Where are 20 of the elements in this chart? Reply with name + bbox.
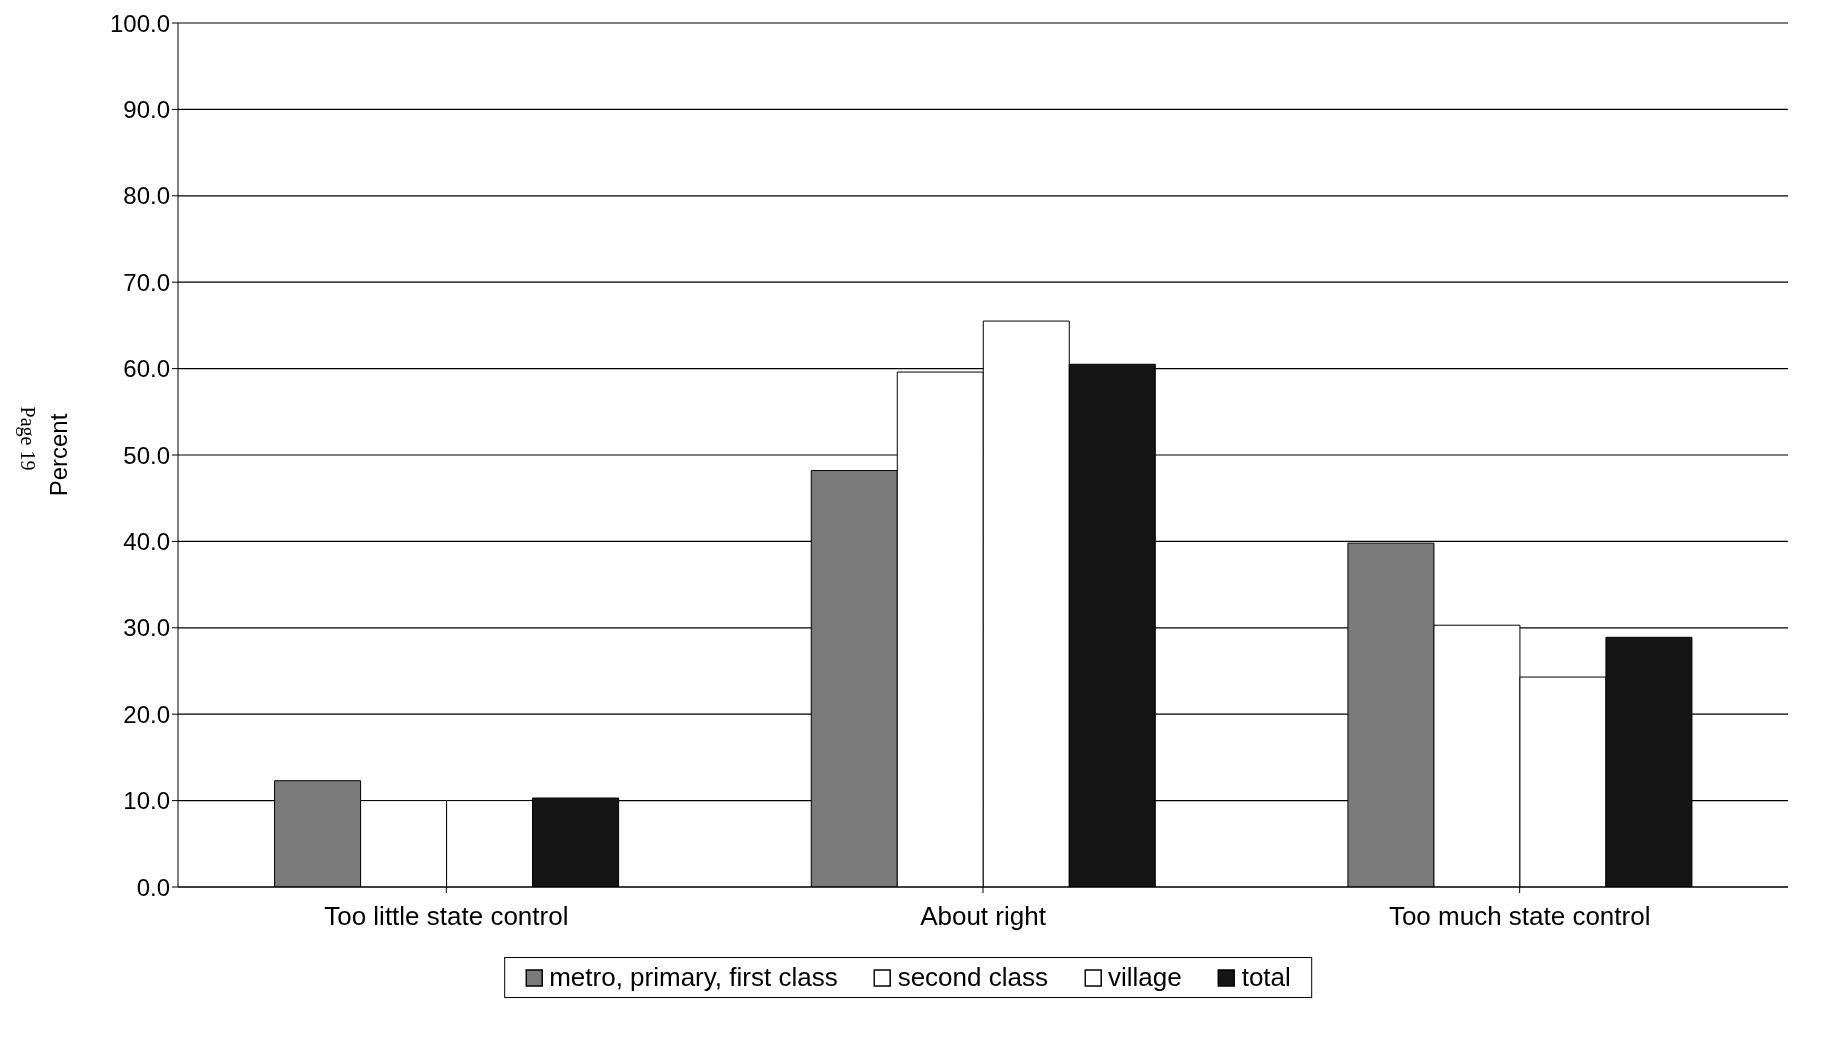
y-tick-label: 50.0 [123,441,170,469]
legend-label: second class [897,962,1048,993]
y-tick-label: 0.0 [136,873,170,901]
y-tick-label: 80.0 [123,182,170,210]
y-tick-label: 10.0 [123,787,170,815]
text: Page 19 [16,406,40,470]
y-tick-label: 70.0 [123,268,170,296]
y-axis-title: Percent [44,413,72,497]
x-tick-label: About right [920,901,1047,932]
x-tick-label: Too little state control [324,901,569,932]
y-tick-label: 20.0 [123,700,170,728]
x-tick-label: Too much state control [1388,901,1651,932]
y-tick-label: 60.0 [123,355,170,383]
y-tick-label: 40.0 [123,527,170,555]
legend-label: total [1241,962,1291,993]
legend-label: metro, primary, first class [549,962,838,993]
y-tick-label: 30.0 [123,614,170,642]
y-tick-label: 90.0 [123,95,170,123]
y-tick-label: 100.0 [109,9,170,37]
legend-label: village [1107,962,1182,993]
